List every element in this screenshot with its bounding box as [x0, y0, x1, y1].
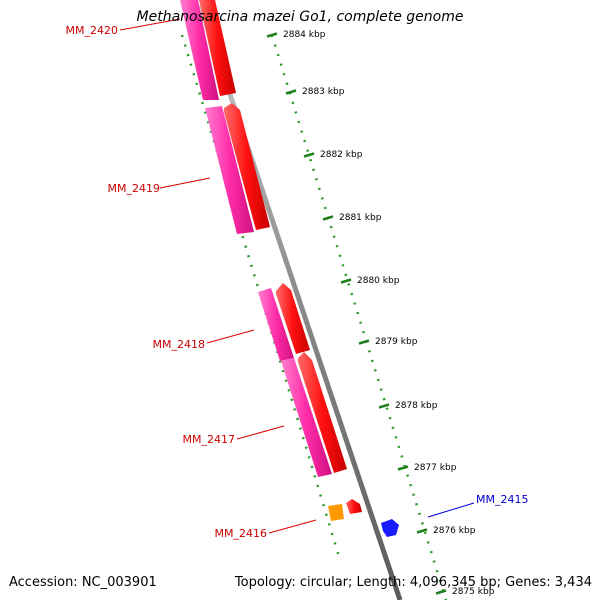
ruler-major-tick — [435, 589, 447, 595]
gene-MM_2419-pink[interactable] — [205, 106, 254, 234]
leader-MM_2417 — [236, 425, 285, 440]
gene-MM_2419[interactable] — [224, 103, 270, 230]
genome-backbone — [197, 4, 403, 600]
gene-label-leaders — [119, 18, 475, 534]
ruler-major-tick — [285, 89, 297, 95]
ruler-tick-label: 2882 kbp — [320, 150, 363, 160]
ruler-major-tick — [358, 339, 370, 345]
ruler-major-tick — [322, 215, 334, 221]
gene-MM_2418[interactable] — [276, 283, 310, 354]
gene-label[interactable]: MM_2415 — [476, 493, 528, 506]
ruler-major-tick — [416, 528, 428, 534]
ruler-tick-label: 2879 kbp — [375, 337, 418, 347]
ruler-major-tick — [303, 152, 315, 158]
inner-dotted-line — [180, 34, 342, 561]
gene-MM_2416-orange[interactable] — [328, 504, 344, 521]
gene-labels: MM_2420 MM_2419 MM_2418 MM_2417 MM_2416 … — [66, 24, 529, 540]
leader-MM_2419 — [159, 177, 211, 189]
ruler-tick-label: 2878 kbp — [395, 401, 438, 411]
gene-MM_2415[interactable] — [381, 519, 399, 537]
ruler-tick-label: 2875 kbp — [452, 587, 495, 597]
gene-label[interactable]: MM_2417 — [183, 433, 235, 446]
ruler-tick-label: 2883 kbp — [302, 87, 345, 97]
map-title: Methanosarcina mazei Go1, complete genom… — [136, 9, 464, 25]
gene-label[interactable]: MM_2419 — [108, 182, 160, 195]
leader-MM_2415 — [427, 502, 475, 518]
gene-MM_2418-pink[interactable] — [258, 288, 294, 361]
gene-MM_2420[interactable] — [199, 0, 236, 96]
ruler-major-tick — [340, 278, 352, 284]
gene-MM_2417[interactable] — [298, 352, 347, 473]
ruler-tick-label: 2880 kbp — [357, 276, 400, 286]
leader-MM_2418 — [206, 329, 255, 344]
gene-MM_2417-pink[interactable] — [281, 358, 332, 477]
ruler-tick-label: 2876 kbp — [433, 526, 476, 536]
ruler-tick-label: 2877 kbp — [414, 463, 457, 473]
gene-label[interactable]: MM_2418 — [153, 338, 205, 351]
topology-text: Topology: circular; Length: 4,096,345 bp… — [234, 575, 592, 590]
ruler-tick-label: 2881 kbp — [339, 213, 382, 223]
gene-MM_2420-pink[interactable] — [180, 0, 219, 100]
ruler-major-tick — [266, 32, 278, 38]
ruler-tick-label: 2884 kbp — [283, 30, 326, 40]
ruler-major-tick — [378, 403, 390, 409]
gene-label[interactable]: MM_2420 — [66, 24, 118, 37]
red-genes — [199, 0, 399, 537]
ruler-major-tick — [397, 465, 409, 471]
leader-MM_2416 — [268, 519, 317, 534]
pink-genes — [180, 0, 332, 477]
gene-label[interactable]: MM_2416 — [215, 527, 267, 540]
leader-MM_2420 — [119, 18, 181, 31]
gene-MM_2416[interactable] — [346, 499, 362, 514]
accession-text: Accession: NC_003901 — [9, 575, 157, 590]
